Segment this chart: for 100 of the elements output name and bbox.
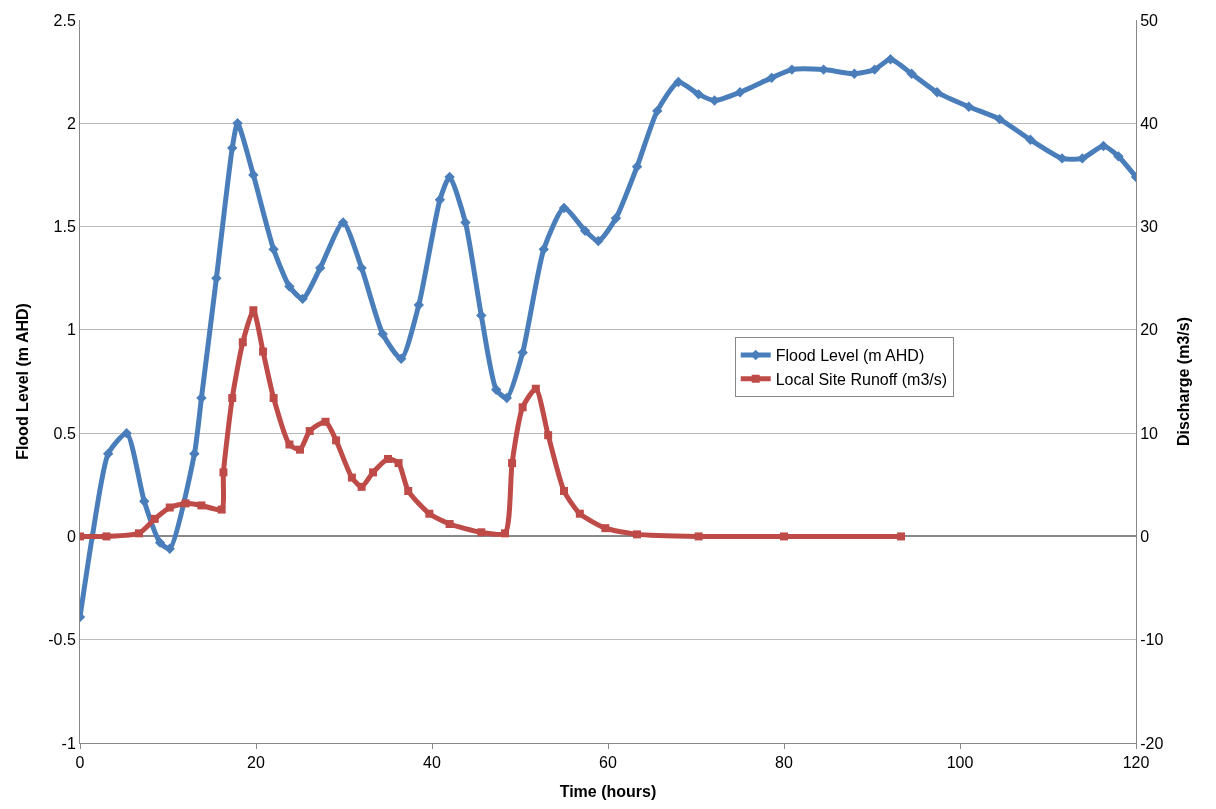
point	[369, 468, 378, 477]
point	[238, 338, 247, 347]
point	[219, 468, 228, 477]
point	[1098, 140, 1109, 152]
point	[165, 503, 174, 512]
point	[102, 532, 111, 541]
point	[121, 427, 132, 439]
point	[575, 509, 584, 518]
x-tick-label: 80	[775, 754, 793, 772]
point	[154, 537, 166, 548]
point	[631, 161, 643, 172]
point	[425, 509, 434, 518]
point	[332, 436, 341, 445]
point	[579, 225, 591, 236]
point	[134, 529, 143, 538]
point	[558, 202, 570, 214]
point	[491, 384, 502, 395]
y-tick-label: 2	[66, 114, 76, 132]
y2-tick-label: 50	[1140, 11, 1159, 29]
point	[315, 262, 326, 274]
point	[444, 171, 455, 183]
y2-tick-label: 0	[1140, 528, 1150, 546]
point	[197, 501, 206, 510]
point	[356, 262, 367, 274]
point	[1077, 153, 1088, 164]
y2-tick-label: 40	[1140, 114, 1159, 132]
point	[1113, 151, 1124, 162]
x-tick-label: 60	[599, 754, 617, 772]
x-axis-title: Time (hours)	[559, 782, 657, 800]
point	[305, 427, 314, 436]
point	[501, 392, 512, 404]
point	[610, 213, 622, 224]
y-tick-label: 1.5	[53, 218, 76, 236]
point	[1025, 134, 1036, 146]
point	[693, 89, 704, 100]
y-tick-label: -1	[61, 734, 76, 752]
point	[269, 394, 278, 403]
y2-tick-label: -20	[1140, 734, 1164, 752]
point	[560, 486, 568, 495]
point	[268, 244, 279, 255]
point	[869, 64, 880, 75]
point	[217, 505, 226, 514]
point	[102, 448, 114, 459]
point	[284, 281, 295, 292]
y2-tick-label: -10	[1140, 631, 1164, 649]
x-tick-label: 120	[1122, 754, 1150, 772]
point	[249, 306, 258, 315]
point	[963, 101, 974, 112]
point	[906, 68, 917, 79]
point	[931, 87, 943, 98]
point	[228, 394, 237, 403]
point	[694, 532, 703, 541]
point	[321, 417, 330, 426]
point	[652, 105, 663, 117]
point	[601, 524, 610, 533]
y2-tick-label: 30	[1140, 218, 1159, 236]
y-tick-label: 1	[66, 321, 76, 339]
point	[633, 530, 642, 539]
point	[885, 54, 896, 65]
point	[139, 496, 150, 507]
point	[531, 384, 540, 393]
x-tick-label: 100	[946, 754, 974, 772]
x-tick-label: 40	[423, 754, 441, 772]
point	[404, 486, 413, 495]
point	[508, 459, 517, 468]
point	[285, 440, 294, 449]
point	[181, 499, 190, 508]
point	[593, 235, 604, 247]
point	[296, 445, 304, 454]
point	[445, 520, 454, 529]
x-tick-label: 20	[247, 754, 265, 772]
point	[994, 113, 1005, 125]
point	[673, 76, 684, 88]
point	[394, 459, 403, 468]
point	[501, 529, 510, 538]
point	[377, 328, 388, 340]
point	[477, 528, 486, 537]
y2-tick-label: 20	[1140, 321, 1159, 339]
point	[259, 347, 268, 356]
point	[337, 217, 349, 228]
y-tick-label: 2.5	[53, 11, 76, 29]
y-tick-label: 0	[66, 528, 76, 546]
point	[766, 72, 777, 84]
point	[897, 532, 906, 541]
point	[357, 482, 366, 491]
point	[518, 403, 527, 412]
point	[780, 532, 788, 541]
legend-label: Local Site Runoff (m3/s)	[775, 370, 948, 388]
point	[734, 87, 746, 98]
point	[538, 244, 549, 255]
point	[297, 293, 308, 305]
legend-label: Flood Level (m AHD)	[775, 347, 925, 365]
point	[396, 353, 407, 364]
point	[150, 514, 159, 523]
point	[347, 473, 356, 482]
point	[544, 431, 553, 440]
y-tick-label: -0.5	[48, 631, 76, 649]
point	[384, 454, 392, 463]
point	[434, 194, 446, 205]
y2-tick-label: 10	[1140, 424, 1159, 442]
